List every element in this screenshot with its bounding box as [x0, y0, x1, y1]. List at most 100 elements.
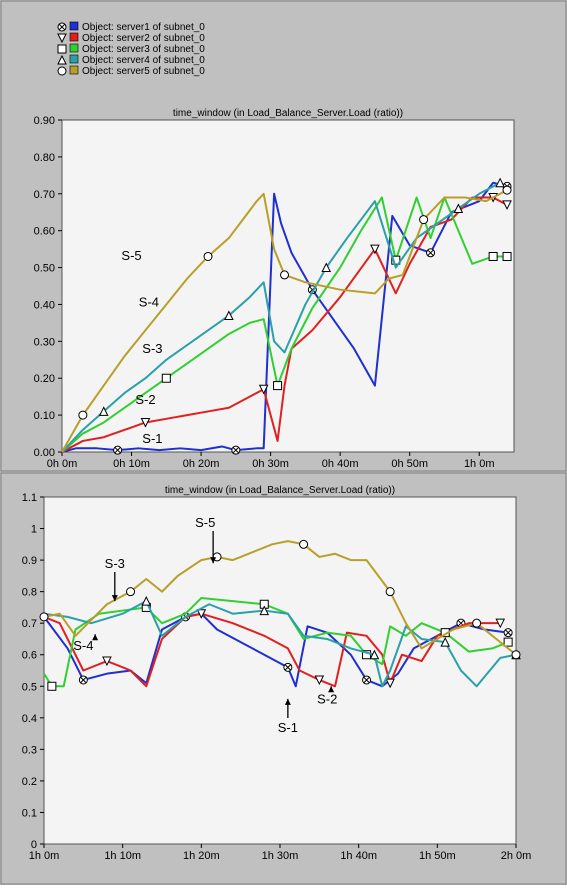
x-tick-label: 0h 20m: [183, 458, 220, 470]
y-tick-label: 0.00: [34, 447, 55, 459]
chart-title: time_window (in Load_Balance_Server.Load…: [173, 108, 403, 119]
data-point: [495, 618, 506, 629]
legend-marker: [57, 54, 67, 65]
data-point: [440, 636, 451, 647]
annotation-arrowhead: [284, 698, 291, 705]
y-tick-label: 0.90: [34, 115, 55, 127]
data-point: [141, 595, 152, 606]
y-tick-label: 0.6: [22, 650, 37, 662]
data-point: [419, 215, 429, 225]
chart-title: time_window (in Load_Balance_Server.Load…: [165, 485, 395, 496]
x-tick-label: 1h 40m: [340, 850, 377, 862]
y-tick-label: 0.3: [22, 744, 37, 756]
data-point: [161, 373, 171, 383]
series-annotation: S-2: [317, 692, 337, 707]
series-line-4: [43, 600, 517, 688]
series-annotation: S-3: [142, 341, 162, 356]
legend-swatch: [69, 65, 79, 75]
data-point: [280, 270, 290, 280]
data-point: [488, 251, 498, 261]
series-line-4: [61, 181, 501, 453]
data-point: [273, 381, 283, 391]
annotation-arrowhead: [210, 557, 217, 564]
series-5: [61, 185, 512, 453]
legend-marker: [57, 33, 67, 44]
y-tick-label: 0.9: [22, 555, 37, 567]
x-tick-label: 2h 0m: [501, 850, 532, 862]
data-point: [502, 251, 512, 261]
data-point: [258, 384, 269, 395]
data-point: [370, 244, 380, 255]
y-tick-label: 0.20: [34, 373, 55, 385]
legend-marker: [57, 22, 67, 32]
annotation-arrowhead: [92, 634, 99, 641]
y-tick-label: 0.30: [34, 336, 55, 348]
legend-label: Object: server2 of subnet_0: [82, 33, 205, 44]
legend-swatch: [69, 32, 79, 42]
x-tick-label: 1h 0m: [464, 458, 495, 470]
y-tick-label: 1.1: [22, 492, 37, 504]
chart-frame-border: [0, 0, 567, 472]
x-tick-label: 1h 0m: [29, 850, 60, 862]
data-point: [453, 203, 464, 214]
x-tick-label: 0h 30m: [252, 458, 289, 470]
data-point: [113, 445, 123, 455]
data-point: [299, 539, 309, 549]
y-tick-label: 0.7: [22, 618, 37, 630]
data-point: [502, 200, 512, 210]
legend-label: Object: server5 of subnet_0: [82, 66, 205, 77]
legend-label: Object: server3 of subnet_0: [82, 44, 205, 55]
x-tick-label: 0h 40m: [322, 458, 359, 470]
plot-area: [61, 119, 515, 453]
legend-swatch: [69, 43, 79, 53]
series-4: [61, 177, 505, 453]
data-point: [503, 628, 513, 638]
legend-label: Object: server4 of subnet_0: [82, 55, 205, 66]
data-point: [283, 662, 293, 672]
series-line-2: [43, 612, 501, 688]
data-point: [362, 675, 372, 685]
series-annotation: S-2: [135, 392, 155, 407]
y-tick-label: 0.70: [34, 189, 55, 201]
series-annotation: S-1: [142, 431, 162, 446]
data-point: [426, 248, 436, 258]
data-point: [224, 310, 234, 321]
legend-swatch: [69, 21, 79, 31]
data-point: [47, 681, 57, 691]
data-point: [495, 177, 505, 188]
data-point: [503, 637, 513, 647]
data-point: [78, 410, 88, 420]
x-tick-label: 0h 0m: [47, 458, 78, 470]
data-point: [321, 262, 332, 273]
chart-frame-border: [0, 472, 567, 885]
data-point: [511, 650, 521, 660]
bottom-chart-panel: time_window (in Load_Balance_Server.Load…: [0, 472, 567, 885]
series-annotation: S-3: [105, 556, 125, 571]
plot-area: [43, 496, 517, 845]
bottom-load-chart: time_window (in Load_Balance_Server.Load…: [0, 472, 567, 885]
y-tick-label: 0: [31, 839, 37, 851]
legend-swatch: [69, 54, 79, 64]
x-tick-label: 1h 50m: [419, 850, 456, 862]
data-point: [385, 678, 395, 689]
x-tick-label: 1h 30m: [262, 850, 299, 862]
data-point: [472, 618, 482, 628]
data-point: [196, 609, 207, 619]
data-point: [369, 649, 380, 660]
series-annotation: S-5: [195, 515, 215, 530]
x-tick-label: 1h 10m: [104, 850, 141, 862]
series-annotation: S-4: [139, 294, 159, 309]
top-chart-panel: time_window (in Load_Balance_Server.Load…: [0, 0, 567, 472]
annotation-arrowhead: [328, 686, 335, 693]
y-tick-label: 0.60: [34, 226, 55, 238]
y-tick-label: 0.10: [34, 410, 55, 422]
data-point: [102, 656, 112, 667]
data-point: [203, 251, 213, 261]
data-point: [259, 605, 270, 616]
data-point: [502, 185, 512, 195]
annotation-arrowhead: [111, 595, 118, 602]
series-annotation: S-5: [121, 248, 141, 263]
data-point: [126, 587, 136, 597]
data-point: [98, 406, 109, 416]
